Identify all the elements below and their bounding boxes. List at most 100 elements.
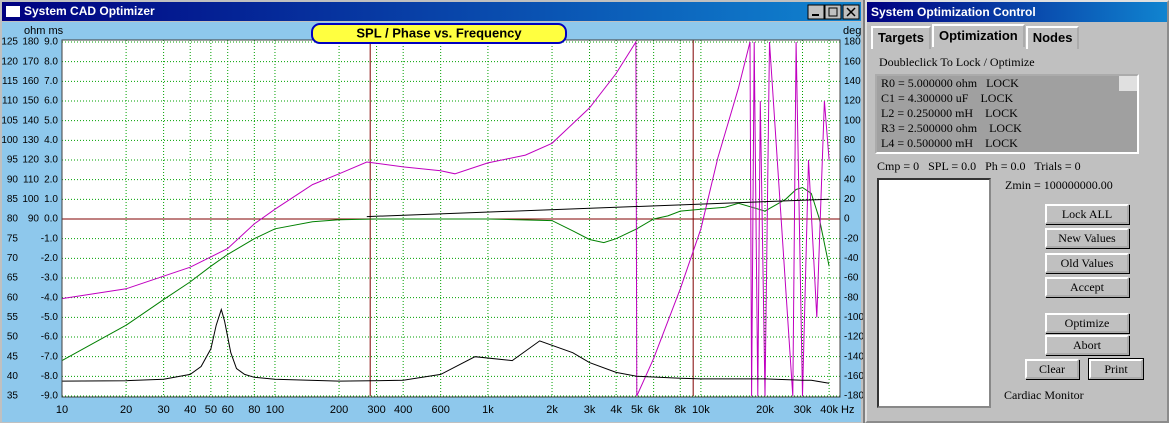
x-tick-label: 300 [367, 404, 385, 416]
ms-tick-label: 8.0 [44, 56, 58, 67]
y2-tick-label: -140 [844, 351, 863, 362]
button[interactable]: New Values [1045, 228, 1129, 248]
title-box [311, 23, 567, 44]
x-tick-label: 40k [820, 404, 838, 416]
x-tick-label: 4k [610, 404, 622, 416]
button[interactable]: Optimize [1045, 313, 1129, 333]
x-unit: Hz [841, 404, 854, 416]
close-glyph [846, 7, 856, 17]
y-tick-label: 55 [7, 312, 19, 323]
x-tick-label: 20 [120, 404, 132, 416]
y2-tick-label: -180 [844, 391, 863, 402]
button[interactable]: Old Values [1045, 253, 1129, 273]
monitor-box [877, 178, 991, 408]
y-tick-label: 75 [7, 233, 19, 244]
x-tick-label: 200 [330, 404, 348, 416]
x-tick-label: 100 [266, 404, 284, 416]
cad-window: System CAD Optimizer SPL / Phase vs. Fre… [0, 0, 863, 423]
ms-tick-label: 9.0 [44, 37, 58, 48]
list-item[interactable]: L4 = 0.500000 mH LOCK [881, 136, 1018, 150]
y2-tick-label: 180 [844, 37, 861, 48]
x-tick-label: 400 [394, 404, 412, 416]
button[interactable]: Clear [1025, 359, 1079, 379]
maximize-glyph [828, 7, 838, 17]
button[interactable]: Print [1088, 358, 1144, 380]
y2-tick-label: 120 [844, 96, 861, 107]
y2-tick-label: 140 [844, 76, 861, 87]
y-tick-label: 35 [7, 391, 19, 402]
series-line [61, 307, 830, 384]
tab-selected[interactable]: Optimization [932, 24, 1025, 47]
ms-tick-label: -3.0 [41, 273, 59, 284]
window-buttons[interactable] [807, 4, 860, 20]
ohm-tick-label: 160 [22, 76, 39, 87]
x-tick-label: 30 [157, 404, 169, 416]
y-tick-label: 115 [2, 76, 18, 87]
y2-tick-label: -40 [844, 253, 859, 264]
button[interactable]: Abort [1045, 335, 1129, 355]
ms-tick-label: -4.0 [41, 292, 59, 303]
button[interactable]: Lock ALL [1045, 204, 1129, 224]
ms-tick-label: 4.0 [44, 135, 58, 146]
y-tick-label: 45 [7, 351, 19, 362]
x-tick-label: 6k [648, 404, 660, 416]
x-tick-label: 8k [674, 404, 686, 416]
list-item[interactable]: R0 = 5.000000 ohm LOCK [881, 76, 1019, 90]
x-tick-label: 40 [184, 404, 196, 416]
button[interactable]: Accept [1045, 277, 1129, 297]
y-tick-label: 65 [7, 273, 19, 284]
y2-tick-label: 20 [844, 194, 856, 205]
y-tick-label: 110 [2, 96, 18, 107]
maximize-button[interactable] [824, 4, 842, 20]
y-tick-label: 50 [7, 332, 19, 343]
ohm-tick-label: 110 [23, 174, 39, 185]
ms-tick-label: -7.0 [41, 351, 59, 362]
ohm-tick-label: 120 [22, 155, 39, 166]
list-item[interactable]: C1 = 4.300000 uF LOCK [881, 91, 1014, 105]
component-list[interactable]: R0 = 5.000000 ohm LOCK C1 = 4.300000 uF … [875, 74, 1139, 154]
ohm-tick-label: 150 [22, 96, 39, 107]
instruction: Doubleclick To Lock / Optimize [879, 55, 1035, 69]
x-tick-label: 20k [756, 404, 774, 416]
y2-tick-label: -80 [844, 292, 859, 303]
list-item[interactable]: R3 = 2.500000 ohm LOCK [881, 121, 1022, 135]
y-tick-label: 70 [7, 253, 19, 264]
tab[interactable]: Targets [871, 26, 931, 49]
control-window: System Optimization Control Targets Opti… [865, 0, 1169, 423]
x-tick-label: 2k [546, 404, 558, 416]
window-title: System CAD Optimizer [24, 4, 155, 18]
y-tick-label: 120 [1, 56, 18, 67]
y2-tick-label: -60 [844, 273, 859, 284]
y2-tick-label: 60 [844, 155, 856, 166]
status: Cmp = 0 SPL = 0.0 Ph = 0.0 Trials = 0 [877, 159, 1081, 173]
app-icon [6, 6, 20, 17]
ohm-tick-label: 180 [22, 37, 39, 48]
y2-tick-label: 40 [844, 174, 856, 185]
x-tick-label: 600 [432, 404, 450, 416]
y-tick-label: 40 [7, 371, 19, 382]
y-tick-label: 60 [7, 292, 19, 303]
x-tick-label: 80 [248, 404, 260, 416]
minimize-button[interactable] [807, 4, 825, 20]
series-line [61, 40, 830, 397]
monitor-label: Cardiac Monitor [1004, 388, 1084, 402]
x-tick-label: 60 [222, 404, 234, 416]
ohm-tick-label: 130 [22, 135, 39, 146]
ms-tick-label: -1.0 [41, 233, 59, 244]
y-units: ohm ms [24, 25, 64, 37]
ms-tick-label: 0.0 [44, 214, 58, 225]
ohm-tick-label: 170 [22, 56, 39, 67]
y-tick-label: 105 [1, 115, 18, 126]
chart-title: SPL / Phase vs. Frequency [356, 25, 522, 40]
ms-tick-label: 5.0 [44, 115, 58, 126]
tab[interactable]: Nodes [1025, 26, 1080, 49]
ms-tick-label: 6.0 [44, 96, 58, 107]
y-tick-label: 85 [7, 194, 19, 205]
scrollbar[interactable] [1119, 76, 1137, 91]
tab-bar: Targets Optimization Nodes [871, 24, 1080, 49]
list-item[interactable]: L2 = 0.250000 mH LOCK [881, 106, 1018, 120]
ohm-tick-label: 90 [28, 214, 40, 225]
y-tick-label: 80 [7, 214, 19, 225]
y2-tick-label: 80 [844, 135, 856, 146]
x-tick-label: 10 [56, 404, 68, 416]
